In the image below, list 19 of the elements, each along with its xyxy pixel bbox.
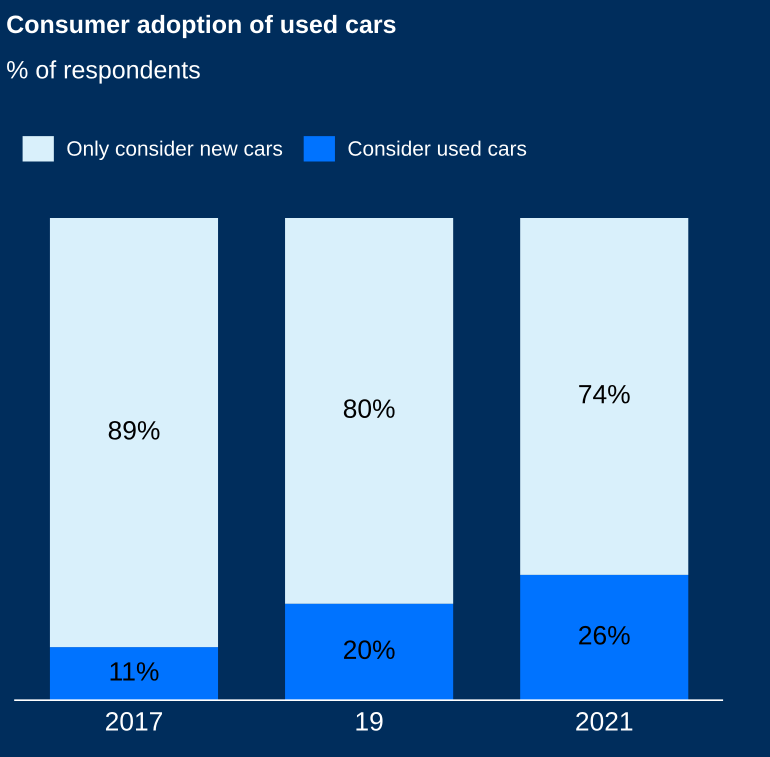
data-label: 89% (108, 420, 160, 440)
bar (520, 574, 688, 700)
bar (285, 218, 454, 604)
legend-label: Only consider new cars (67, 140, 282, 160)
data-label: 74% (579, 384, 630, 404)
bar (520, 218, 688, 575)
x-tick-label: 19 (356, 712, 383, 731)
data-label: 11% (110, 662, 158, 681)
data-label: 20% (344, 640, 395, 660)
data-label: 26% (579, 626, 630, 645)
chart-subtitle: % of respondents (7, 60, 200, 84)
chart-title: Consumer adoption of used cars (7, 14, 396, 38)
x-tick-label: 2021 (576, 712, 632, 731)
bar (50, 647, 218, 700)
bar (285, 604, 454, 700)
x-tick-label: 2017 (106, 712, 162, 731)
data-label: 80% (344, 399, 395, 418)
bar (50, 218, 218, 648)
legend-label: Consider used cars (348, 140, 526, 156)
